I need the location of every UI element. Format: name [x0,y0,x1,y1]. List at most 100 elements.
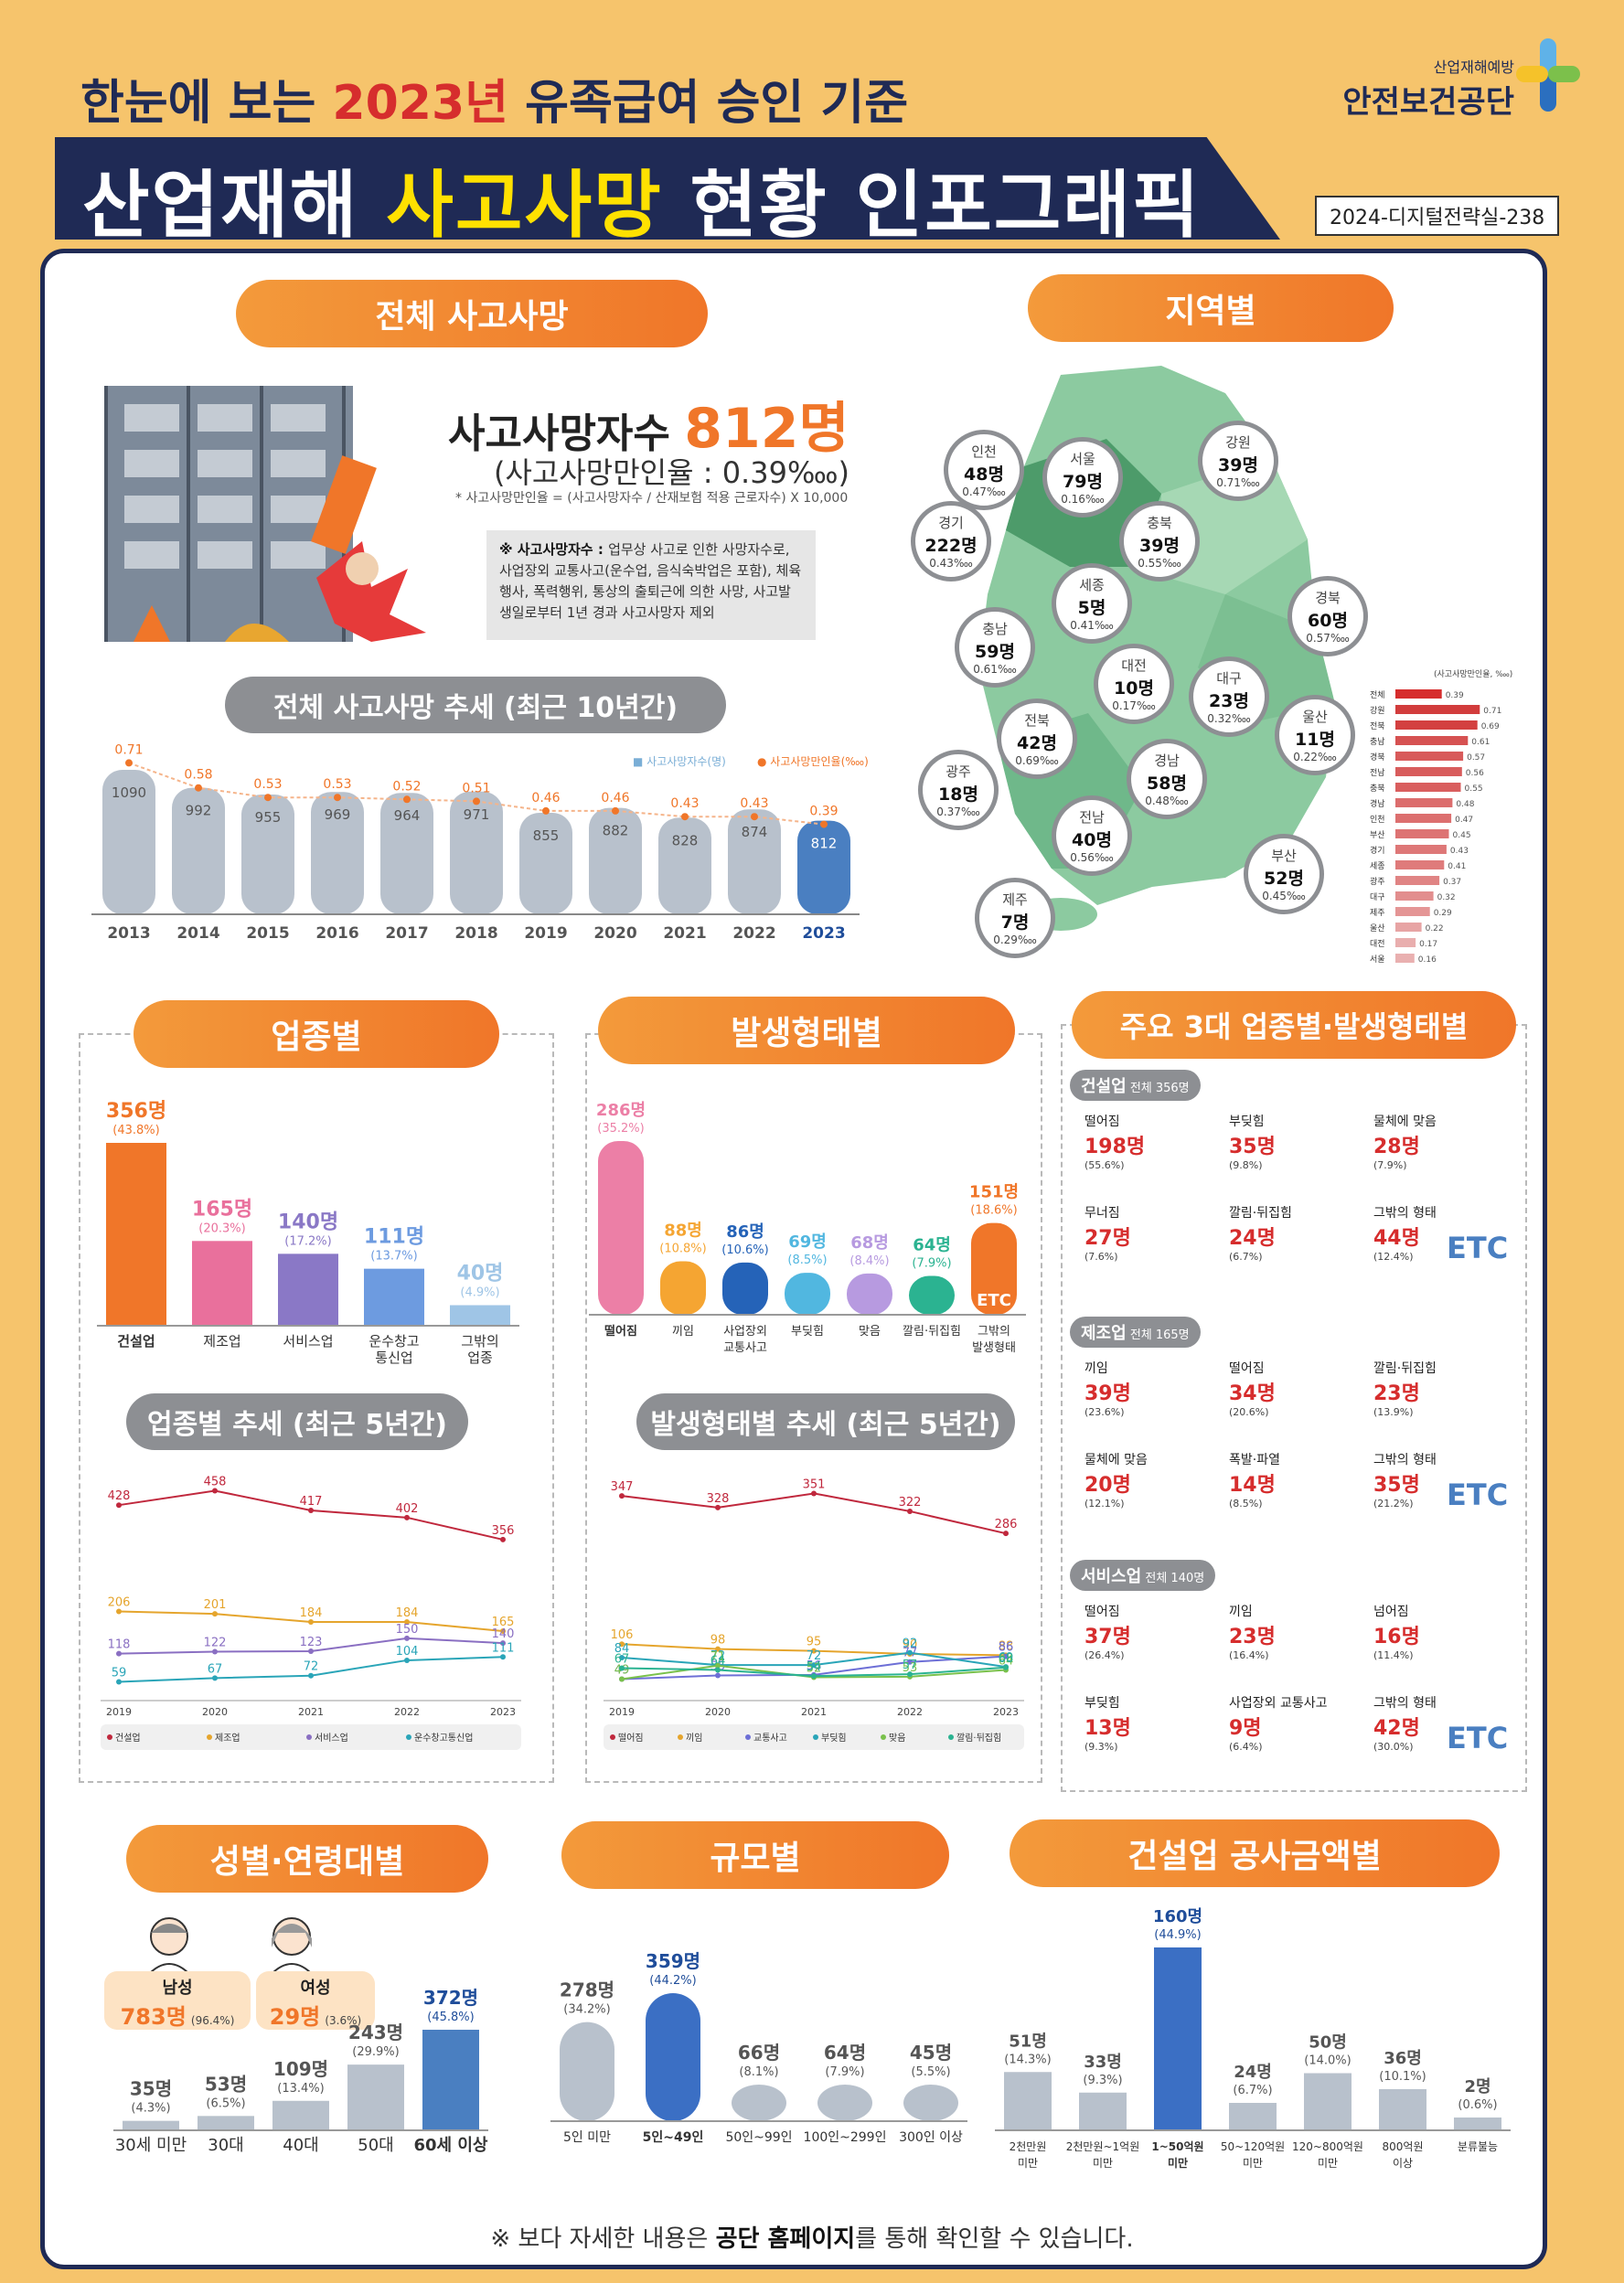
top3-cell-count: 23명 [1373,1382,1420,1405]
age-chart: 35명 (4.3%) 30세 미만 53명(6.5%) 30대 109명 (13.4%) 40… [113,1987,488,2155]
scale-bar [817,2085,872,2121]
accident-value-label: 69명 [788,1232,827,1252]
region-rate-value: 0.16 [1418,955,1437,965]
region-rate-value: 0.71 [1483,707,1501,716]
top3-cell-count: 28명 [1373,1136,1420,1158]
top3-cell-pct: (7.6%) [1084,1251,1118,1263]
type_trend-point-label: 72 [807,1649,822,1663]
top3-cell-label: 떨어짐 [1229,1361,1265,1376]
trend10-rate-label: 0.51 [462,781,490,795]
scale-bar [732,2085,786,2121]
trend10-rate-label: 0.46 [531,791,560,805]
trend10-value: 971 [464,806,490,823]
top3-cell-pct: (26.4%) [1084,1649,1125,1661]
type_trend-legend-dot [678,1734,683,1740]
age-category: 50대 [358,2136,393,2155]
region-pill: 지역별 [1028,274,1394,342]
industry-bar [278,1254,338,1326]
type_trend-point [619,1665,625,1671]
region-rate-value: 0.41 [1448,862,1466,871]
top3-cell-label: 사업장외 교통사고 [1229,1696,1328,1711]
top3-cell: 끼임 39명 (23.6%) [1084,1359,1222,1441]
top3-cell: 물체에 맞음 28명 (7.9%) [1373,1112,1511,1194]
region-rate-value: 0.69 [1481,722,1500,731]
region-rate-bar [1395,923,1422,932]
scale-category: 5인 미만 [563,2130,611,2145]
industry-value-label: 356명 [106,1100,166,1123]
type_trend-legend-label: 끼임 [686,1732,702,1744]
industry_trend-point-label: 184 [396,1606,419,1620]
age-bar [198,2116,254,2130]
industry_trend-point [116,1679,122,1685]
type_trend-legend-dot [610,1734,615,1740]
top3-cell-label: 떨어짐 [1084,1605,1120,1619]
cost-category: 미만 [1018,2157,1038,2170]
scale-pill: 규모별 [561,1821,949,1889]
male-icon [146,1917,192,1975]
top3-cell-pct: (30.0%) [1373,1741,1414,1753]
type_trend-point-label: 98 [710,1634,726,1648]
top3-cell-count: 37명 [1084,1626,1131,1648]
accident-value-label: 68명 [850,1233,889,1253]
industry_trend-point-label: 67 [208,1662,223,1676]
industry_trend-legend-dot [107,1734,112,1740]
trend10-year: 2017 [385,924,428,943]
industry_trend-point-label: 59 [112,1667,127,1680]
top3-cell-count: 9명 [1229,1717,1262,1740]
trend10-rate-point [612,806,619,815]
scale-pct-label: (44.2%) [649,1974,696,1988]
type_trend-legend-dot [813,1734,818,1740]
region-rate-name: 충북 [1370,784,1385,794]
accident-bar [785,1273,830,1315]
type_trend-point [907,1508,913,1514]
region-rate-value: 0.47 [1455,816,1473,825]
top3-pill: 주요 3대 업종별·발생형태별 [1072,991,1516,1059]
top3-cell: 사업장외 교통사고 9명 (6.4%) [1229,1693,1366,1776]
region-rate-chart: (사고사망만인율, ‱) 전체 0.39 강원 0.71 전북 0.69 충남 0.61 경북 0.… [1370,669,1512,965]
industry_trend-point [116,1502,122,1509]
region-rate-name: 전북 [1370,721,1385,731]
region-rate-title: (사고사망만인율, ‱) [1434,669,1512,679]
type_trend-legend-dot [881,1734,886,1740]
top3-cell-pct: (23.6%) [1084,1406,1125,1418]
type_trend-point-label: 68 [999,1652,1014,1666]
cost-bar [1229,2103,1277,2130]
accident-value-label: 286명 [596,1101,646,1120]
cross-logo-icon [1516,38,1580,112]
trend10-value: 1090 [112,784,146,801]
top3-cell: 떨어짐 34명 (20.6%) [1229,1359,1366,1441]
industry_trend-point [308,1648,314,1654]
type_trend-point-label: 71 [710,1650,726,1664]
age-pct-label: (6.5%) [206,2096,245,2110]
top3-group-total: 전체 140명 [1141,1572,1205,1585]
cost-value-label: 51명 [1009,2032,1047,2051]
trend10-bar [728,809,781,914]
fatal-count: 사고사망자수 812명 [448,397,849,461]
top3-cell-count: 34명 [1229,1382,1276,1405]
etc-icon: ETC [1447,1478,1509,1512]
top3-cell-count: 198명 [1084,1136,1146,1158]
trend10-bar [519,813,572,914]
top3-cell-pct: (20.6%) [1229,1406,1269,1418]
region-rate-value: 0.17 [1419,940,1437,949]
accident-bar [847,1273,892,1315]
cost-value-label: 33명 [1084,2053,1122,2072]
scale-bar [903,2085,958,2121]
type_trend-point-label: 106 [611,1628,634,1642]
top3-cell-pct: (13.9%) [1373,1406,1414,1418]
region-rate-bar [1395,689,1442,699]
industry_trend-point-label: 165 [492,1616,515,1629]
cost-value-label: 50명 [1309,2033,1347,2053]
trend10-bar [797,820,850,914]
cost-bar [1154,1947,1202,2130]
region-rate-bar [1395,752,1464,761]
gender-age-pill: 성별·연령대별 [126,1825,488,1893]
scale-value-label: 64명 [824,2042,866,2064]
type_trend-point [715,1504,721,1510]
region-rate-bar [1395,938,1416,947]
type_trend-point-label: 86 [999,1641,1014,1655]
page-title: 산업재해 사고사망 현황 인포그래픽 [82,163,1202,248]
trend10-rate-label: 0.53 [253,777,282,792]
doc-code: 2024-디지털전략실-238 [1315,196,1560,236]
